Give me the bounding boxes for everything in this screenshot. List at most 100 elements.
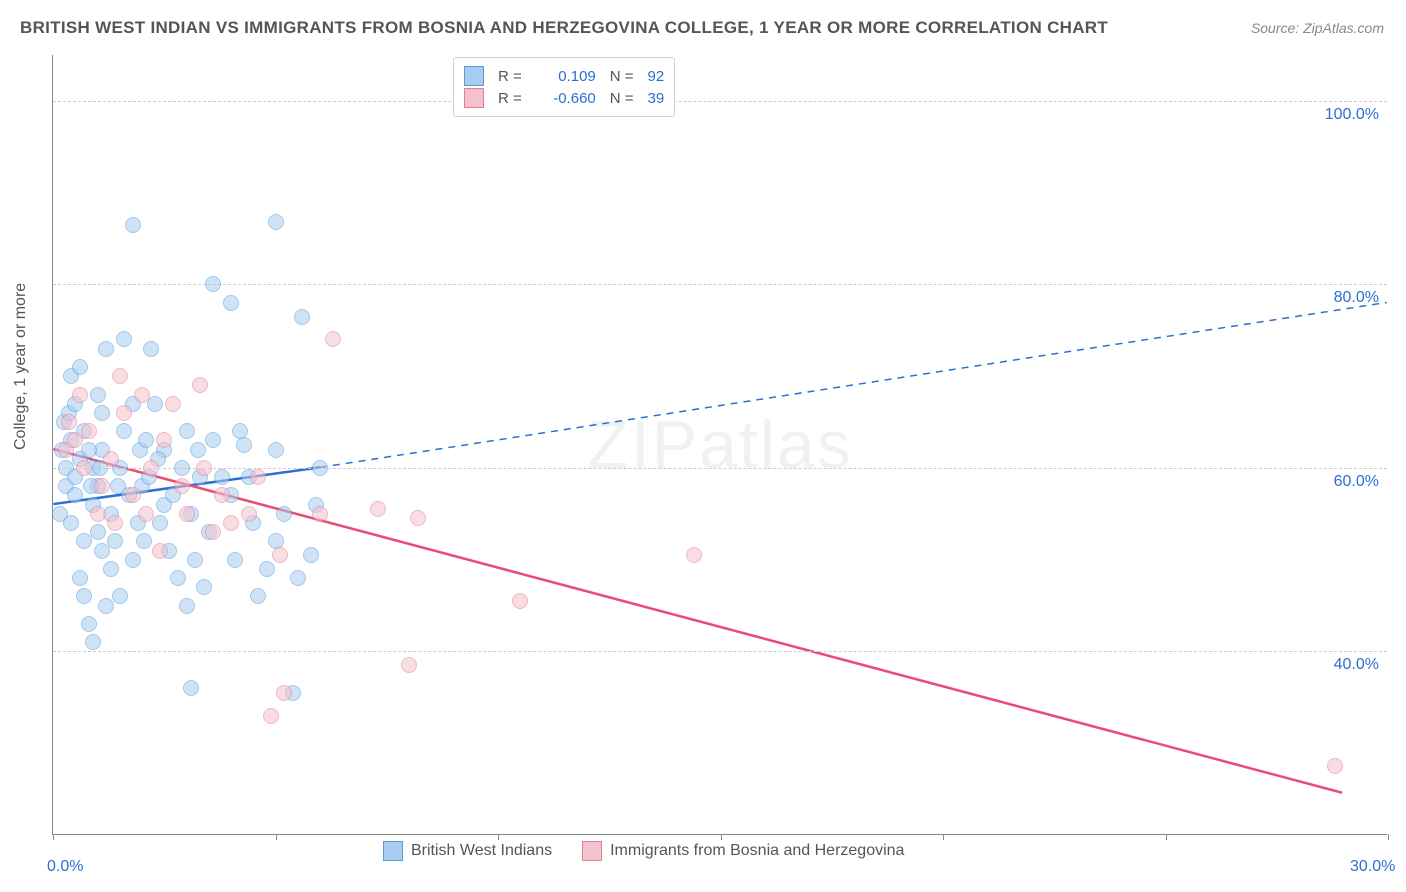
scatter-point	[136, 533, 152, 549]
scatter-point	[205, 432, 221, 448]
y-tick-label: 60.0%	[1334, 473, 1379, 491]
y-tick-label: 80.0%	[1334, 289, 1379, 307]
scatter-point	[686, 547, 702, 563]
series-legend: British West Indians Immigrants from Bosn…	[383, 841, 904, 861]
scatter-point	[76, 588, 92, 604]
scatter-point	[156, 432, 172, 448]
scatter-point	[1327, 758, 1343, 774]
scatter-point	[152, 543, 168, 559]
scatter-point	[179, 598, 195, 614]
trend-line-dashed	[320, 302, 1387, 467]
scatter-point	[223, 515, 239, 531]
legend-row: R =-0.660N =39	[464, 88, 664, 108]
watermark-zip: ZIP	[587, 407, 699, 483]
scatter-point	[276, 506, 292, 522]
scatter-point	[303, 547, 319, 563]
gridline	[53, 284, 1387, 285]
scatter-point	[72, 570, 88, 586]
scatter-point	[98, 598, 114, 614]
scatter-point	[90, 387, 106, 403]
scatter-point	[103, 561, 119, 577]
scatter-point	[294, 309, 310, 325]
scatter-point	[90, 524, 106, 540]
scatter-point	[61, 414, 77, 430]
x-tick	[276, 834, 277, 840]
scatter-point	[370, 501, 386, 517]
scatter-point	[152, 515, 168, 531]
scatter-point	[190, 442, 206, 458]
scatter-point	[214, 487, 230, 503]
scatter-point	[125, 217, 141, 233]
scatter-point	[116, 405, 132, 421]
scatter-point	[72, 387, 88, 403]
scatter-point	[268, 214, 284, 230]
trend-lines-svg	[53, 55, 1387, 834]
scatter-point	[512, 593, 528, 609]
scatter-point	[183, 680, 199, 696]
y-axis-label: College, 1 year or more	[12, 283, 30, 450]
scatter-point	[241, 506, 257, 522]
scatter-point	[138, 506, 154, 522]
scatter-point	[85, 634, 101, 650]
scatter-point	[107, 515, 123, 531]
scatter-point	[90, 506, 106, 522]
scatter-point	[110, 478, 126, 494]
scatter-point	[187, 552, 203, 568]
scatter-point	[112, 588, 128, 604]
x-tick	[943, 834, 944, 840]
scatter-point	[103, 451, 119, 467]
legend-r-label: R =	[498, 90, 522, 107]
gridline	[53, 468, 1387, 469]
chart-title: BRITISH WEST INDIAN VS IMMIGRANTS FROM B…	[20, 18, 1108, 38]
legend-n-label: N =	[610, 68, 634, 85]
series-legend-item: Immigrants from Bosnia and Herzegovina	[582, 841, 904, 861]
scatter-point	[227, 552, 243, 568]
x-tick	[1166, 834, 1167, 840]
scatter-point	[125, 487, 141, 503]
source-citation: Source: ZipAtlas.com	[1251, 20, 1384, 36]
scatter-point	[312, 460, 328, 476]
x-tick-label: 0.0%	[47, 858, 83, 876]
legend-row: R =0.109N =92	[464, 66, 664, 86]
scatter-point	[259, 561, 275, 577]
scatter-point	[268, 442, 284, 458]
plot-area: ZIPatlas R =0.109N =92R =-0.660N =39 Bri…	[52, 55, 1387, 835]
scatter-point	[81, 442, 97, 458]
scatter-point	[81, 423, 97, 439]
gridline	[53, 101, 1387, 102]
gridline	[53, 651, 1387, 652]
scatter-point	[98, 341, 114, 357]
scatter-point	[250, 469, 266, 485]
scatter-point	[76, 460, 92, 476]
scatter-point	[174, 460, 190, 476]
legend-r-value: -0.660	[536, 90, 596, 107]
scatter-point	[63, 515, 79, 531]
scatter-point	[232, 423, 248, 439]
legend-n-value: 92	[648, 68, 665, 85]
scatter-point	[143, 460, 159, 476]
x-tick	[1388, 834, 1389, 840]
scatter-point	[205, 276, 221, 292]
scatter-point	[112, 368, 128, 384]
scatter-point	[205, 524, 221, 540]
legend-swatch	[464, 88, 484, 108]
scatter-point	[125, 552, 141, 568]
legend-swatch	[582, 841, 602, 861]
scatter-point	[196, 579, 212, 595]
scatter-point	[179, 506, 195, 522]
scatter-point	[72, 359, 88, 375]
scatter-point	[179, 423, 195, 439]
scatter-point	[250, 588, 266, 604]
scatter-point	[196, 460, 212, 476]
x-tick-label: 30.0%	[1350, 858, 1395, 876]
scatter-point	[263, 708, 279, 724]
watermark: ZIPatlas	[587, 406, 852, 484]
x-tick	[721, 834, 722, 840]
scatter-point	[107, 533, 123, 549]
series-legend-label: British West Indians	[411, 842, 552, 860]
scatter-point	[236, 437, 252, 453]
scatter-point	[410, 510, 426, 526]
scatter-point	[67, 487, 83, 503]
scatter-point	[290, 570, 306, 586]
legend-r-value: 0.109	[536, 68, 596, 85]
